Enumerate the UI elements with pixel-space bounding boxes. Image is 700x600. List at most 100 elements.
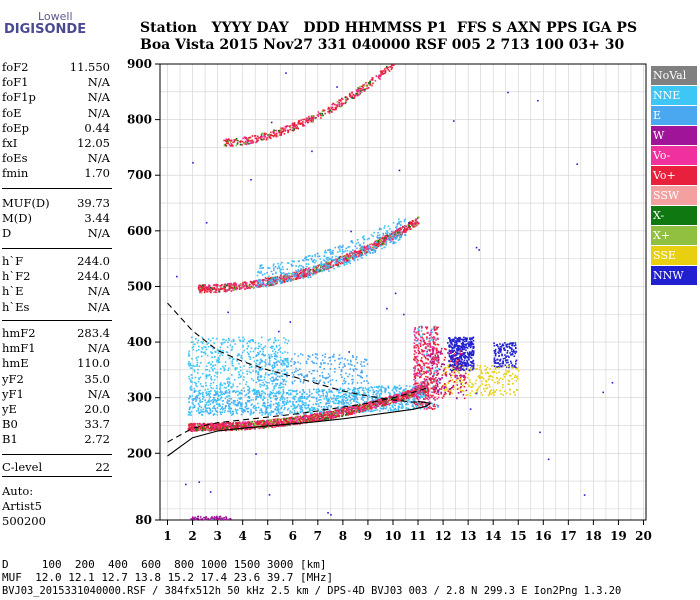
- echo-point-nne: [247, 340, 250, 343]
- echo-point-nne: [216, 359, 218, 361]
- echo-point-nne: [283, 337, 285, 339]
- echo-point-e: [309, 356, 311, 358]
- echo-point-trace: [197, 427, 199, 430]
- echo-point-nne: [272, 345, 274, 348]
- echo-point-e: [313, 377, 316, 380]
- echo-point-nne: [189, 379, 192, 381]
- echo-point-nne: [282, 401, 284, 403]
- echo-point-trace: [201, 288, 204, 291]
- echo-point-trace: [286, 275, 289, 277]
- echo-point-nne: [249, 413, 252, 415]
- echo-point-trace: [339, 408, 341, 411]
- echo-point-trace: [261, 419, 264, 422]
- echo-point-nne: [216, 403, 219, 405]
- echo-point-trace: [392, 401, 395, 404]
- echo-point-trace: [312, 416, 315, 418]
- echo-point-nne: [268, 381, 270, 384]
- echo-point-nne: [405, 402, 408, 405]
- echo-point-nne: [280, 375, 283, 377]
- echo-point-trace: [224, 424, 227, 427]
- echo-point-nne: [278, 411, 280, 414]
- echo-point-e: [297, 361, 299, 364]
- echo-point-nne: [262, 402, 265, 405]
- echo-point-nne: [229, 382, 231, 385]
- echo-point-nne: [227, 395, 229, 397]
- echo-point-nne: [393, 385, 396, 388]
- echo-point-trace: [276, 421, 278, 424]
- echo-point-nne: [224, 368, 226, 371]
- echo-point-nne: [369, 389, 372, 392]
- echo-point-nne: [373, 386, 376, 388]
- echo-point-nne: [204, 406, 206, 409]
- echo-point-nne: [278, 412, 281, 415]
- echo-point-trace: [241, 426, 244, 429]
- echo-point-nne: [296, 405, 299, 408]
- echo-point-e: [267, 373, 270, 376]
- echo-point-trace: [312, 268, 315, 271]
- echo-point-trace: [346, 260, 348, 263]
- echo-point-nne: [377, 390, 380, 392]
- echo-point-nne: [255, 397, 258, 400]
- echo-point-trace: [218, 426, 221, 428]
- echo-point-nne: [215, 410, 218, 413]
- param-key: hmE: [2, 356, 29, 371]
- echo-point-nne: [261, 414, 263, 416]
- echo-point-nne: [331, 398, 333, 400]
- echo-point-trace: [389, 235, 391, 238]
- echo-point-nne: [219, 367, 222, 370]
- echo-point-trace: [276, 278, 278, 280]
- echo-point-e: [340, 368, 343, 371]
- echo-point-trace: [231, 426, 234, 429]
- echo-point-trace: [366, 407, 369, 410]
- echo-point-trace: [303, 274, 306, 276]
- echo-point-nne: [226, 351, 229, 354]
- echo-point-nne: [318, 405, 320, 407]
- echo-point-nne: [359, 394, 361, 396]
- echo-point-trace: [344, 414, 347, 416]
- echo-point-e: [319, 374, 321, 377]
- echo-point-e: [344, 358, 346, 360]
- echo-point-nne: [198, 378, 201, 381]
- x-tick-label: 17: [560, 529, 577, 543]
- echo-point-nne: [216, 397, 219, 400]
- x-tick-label: 3: [213, 529, 221, 543]
- echo-point-trace: [246, 285, 249, 287]
- echo-point-nne: [237, 404, 239, 407]
- echo-point-e: [286, 375, 288, 378]
- echo-point-nne: [229, 406, 231, 409]
- echo-point-nne: [206, 401, 209, 403]
- echo-point-e: [299, 373, 302, 376]
- echo-point-trace: [296, 276, 299, 279]
- echo-point-trace: [334, 413, 337, 416]
- echo-point-trace: [265, 279, 267, 282]
- echo-point-nne: [291, 389, 294, 392]
- echo-point-trace: [299, 418, 302, 421]
- echo-point-trace: [369, 403, 372, 406]
- echo-point-trace: [374, 404, 377, 407]
- echo-point-nne: [328, 409, 331, 412]
- echo-point-trace: [256, 424, 259, 427]
- echo-point-trace: [377, 399, 379, 401]
- echo-point-trace: [278, 418, 281, 420]
- echo-point-trace: [211, 288, 214, 290]
- x-tick-label: 1: [163, 529, 171, 543]
- echo-point-nne: [196, 394, 198, 397]
- echo-point-trace: [320, 266, 323, 268]
- echo-point-nne: [197, 368, 199, 371]
- echo-point-nne: [374, 409, 377, 411]
- echo-point-trace: [354, 407, 357, 410]
- echo-point-nne: [285, 380, 287, 383]
- echo-point-trace: [213, 291, 215, 294]
- echo-point-nne: [234, 408, 237, 411]
- echo-point-nne: [204, 405, 207, 408]
- echo-point-trace: [301, 274, 303, 276]
- echo-point-trace: [309, 420, 311, 423]
- echo-point-nne: [213, 399, 216, 401]
- echo-point-trace: [248, 428, 251, 430]
- echo-point-trace: [191, 423, 194, 426]
- echo-point-nne: [240, 369, 242, 372]
- echo-point-nne: [202, 398, 204, 400]
- echo-point-nne: [209, 396, 212, 398]
- echo-point-e: [293, 371, 296, 374]
- echo-point-nne: [262, 398, 264, 401]
